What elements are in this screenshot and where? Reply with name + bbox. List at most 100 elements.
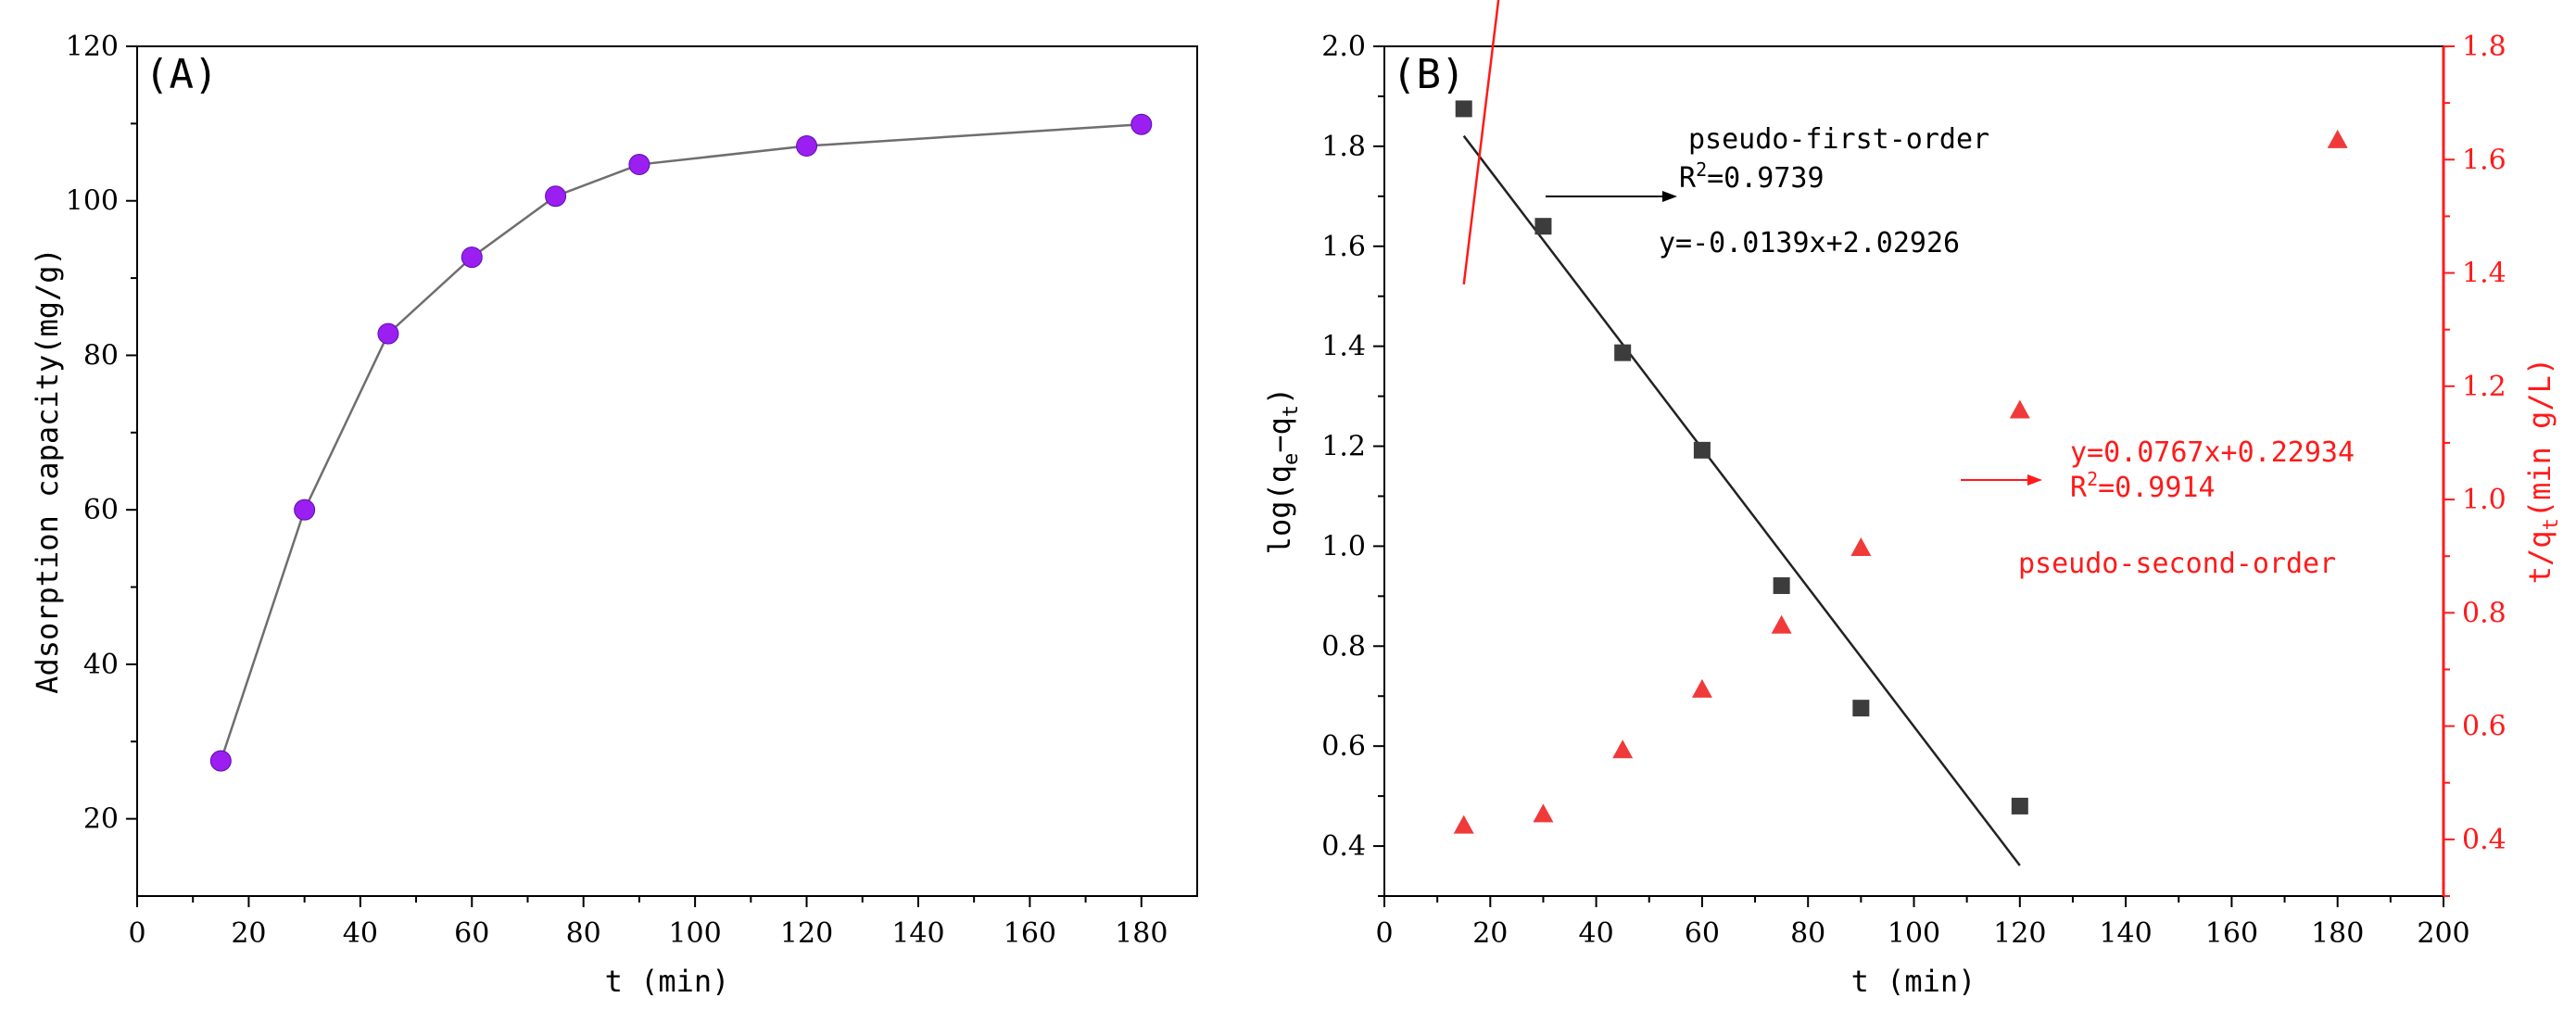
panel-a-x-tick-label: 180: [1115, 917, 1168, 950]
panel-b-y2-axis-title: t/qt(min g/L): [2522, 358, 2563, 584]
second-order-point: [2327, 129, 2348, 148]
panel-b-series: [1453, 100, 2348, 834]
panel-b-x-tick-label: 180: [2311, 917, 2364, 950]
y2label-sub-t: t: [2540, 518, 2563, 530]
panel-b-x-tick-label: 140: [2099, 917, 2152, 950]
panel-a-x-ticks: 0 20 40 60 80 100 120 140 160 180: [128, 896, 1168, 950]
panel-a-y-tick-label: 40: [83, 649, 119, 681]
panel-b-x-tick-label: 120: [1993, 917, 2046, 950]
panel-b-label: (B): [1392, 51, 1465, 98]
panel-b: 0 20 40 60 80 100 120 140 160 180 200 0.4 0.6 0.8 1.0…: [1262, 0, 2563, 999]
panel-b-x-axis-title: t (min): [1851, 964, 1976, 999]
ylabel-sub-e: e: [1280, 453, 1303, 465]
panel-b-x-tick-label: 60: [1685, 917, 1720, 950]
first-order-point: [1455, 100, 1472, 118]
ylabel-part-1: log(q: [1262, 465, 1297, 554]
panel-b-x-tick-label: 40: [1579, 917, 1614, 950]
second-order-point: [1691, 678, 1712, 698]
y2label-part-1: t/q: [2522, 530, 2557, 584]
panel-a-y-tick-label: 20: [83, 803, 119, 836]
panel-a-x-axis-title: t (min): [605, 964, 730, 999]
panel-a-x-tick-label: 140: [891, 917, 944, 950]
y2label-part-2: (min g/L): [2522, 358, 2557, 518]
panel-a-frame: [136, 45, 1198, 897]
panel-b-y-tick-label: 1.2: [1321, 431, 1366, 463]
panel-b-y2-tick-label: 0.4: [2462, 824, 2507, 856]
first-order-point: [1614, 344, 1632, 361]
second-order-point: [1453, 815, 1474, 834]
ylabel-part-3: ): [1262, 387, 1297, 405]
data-point: [545, 185, 567, 208]
first-order-fit-line: [1462, 134, 2021, 866]
panel-b-y-ticks: 0.4 0.6 0.8 1.0 1.2 1.4 1.6 1.8 2.0: [1321, 31, 1384, 897]
second-order-r2: R2=0.9914: [2070, 468, 2216, 504]
first-order-point: [1852, 700, 1870, 717]
panel-b-y-tick-label: 0.4: [1321, 830, 1366, 863]
panel-a-x-tick-label: 100: [668, 917, 721, 950]
panel-b-y-tick-label: 0.8: [1321, 630, 1366, 663]
panel-a-x-tick-label: 80: [566, 917, 601, 950]
first-order-point: [1693, 441, 1711, 459]
second-order-r2-value: =0.9914: [2098, 472, 2215, 504]
panel-a-y-tick-label: 60: [83, 494, 119, 526]
panel-b-y2-tick-label: 1.0: [2462, 484, 2507, 516]
panel-b-y2-ticks: 0.4 0.6 0.8 1.0 1.2 1.4 1.6 1.8: [2443, 31, 2507, 897]
panel-a-x-tick-label: 40: [343, 917, 378, 950]
panel-b-y-tick-label: 1.8: [1321, 131, 1366, 163]
panel-b-x-tick-label: 0: [1375, 917, 1393, 950]
panel-b-y2-tick-label: 1.4: [2462, 258, 2507, 290]
panel-b-x-tick-label: 160: [2205, 917, 2258, 950]
panel-a-y-tick-label: 100: [66, 185, 119, 218]
panel-b-x-tick-label: 20: [1472, 917, 1508, 950]
first-order-r2-prefix: R: [1679, 162, 1697, 195]
first-order-r2: R2=0.9739: [1679, 158, 1825, 195]
panel-a-x-tick-label: 0: [128, 917, 145, 950]
panel-a-y-tick-label: 120: [66, 31, 119, 63]
panel-a-x-tick-label: 60: [454, 917, 489, 950]
panel-b-y-tick-label: 1.4: [1321, 331, 1366, 363]
data-point: [294, 499, 316, 521]
panel-b-x-tick-label: 80: [1790, 917, 1825, 950]
ylabel-part-2: −q: [1262, 417, 1297, 453]
panel-b-x-tick-label: 100: [1888, 917, 1940, 950]
data-point: [628, 154, 650, 176]
panel-b-x-ticks: 0 20 40 60 80 100 120 140 160 180 200: [1375, 896, 2470, 950]
data-point: [1130, 113, 1153, 135]
second-order-r2-sup: 2: [2087, 468, 2098, 490]
panel-b-x-tick-label: 200: [2417, 917, 2469, 950]
series-line: [220, 122, 1142, 762]
first-order-r2-value: =0.9739: [1707, 162, 1824, 195]
first-order-r2-sup: 2: [1696, 158, 1707, 181]
panel-b-y-axis-title: log(qe−qt): [1262, 387, 1303, 555]
second-order-arrow: [1961, 474, 2042, 486]
first-order-equation: y=-0.0139x+2.02926: [1659, 227, 1960, 259]
panel-b-y-tick-label: 1.0: [1321, 530, 1366, 562]
data-point: [377, 322, 399, 345]
panel-b-y-tick-label: 1.6: [1321, 231, 1366, 263]
first-order-point: [2011, 797, 2028, 815]
panel-b-y-tick-label: 0.6: [1321, 730, 1366, 763]
second-order-point: [1771, 614, 1792, 634]
panel-b-y2-tick-label: 1.2: [2462, 371, 2507, 403]
data-point: [461, 246, 483, 269]
data-point: [796, 135, 818, 158]
first-order-point: [1773, 577, 1790, 595]
second-order-equation: y=0.0767x+0.22934: [2070, 436, 2355, 469]
first-order-arrow: [1546, 191, 1677, 202]
second-order-title: pseudo-second-order: [2018, 548, 2336, 580]
panel-b-y2-tick-label: 0.8: [2462, 597, 2507, 629]
second-order-point: [1612, 739, 1634, 759]
panel-b-y2-tick-label: 0.6: [2462, 711, 2507, 743]
data-point: [209, 750, 232, 772]
panel-b-y2-tick-label: 1.8: [2462, 31, 2507, 63]
panel-b-frame: [1383, 45, 2444, 897]
second-order-point: [2009, 399, 2030, 419]
panel-a-x-tick-label: 120: [780, 917, 833, 950]
panel-a-series: [209, 113, 1153, 772]
panel-a-x-tick-label: 20: [231, 917, 266, 950]
panel-b-y2-tick-label: 1.6: [2462, 144, 2507, 176]
panel-a-x-tick-label: 160: [1004, 917, 1056, 950]
panel-a-y-axis-title: Adsorption capacity(mg/g): [30, 247, 65, 694]
first-order-title: pseudo-first-order: [1688, 123, 1989, 156]
panel-a-y-tick-label: 80: [83, 339, 119, 372]
